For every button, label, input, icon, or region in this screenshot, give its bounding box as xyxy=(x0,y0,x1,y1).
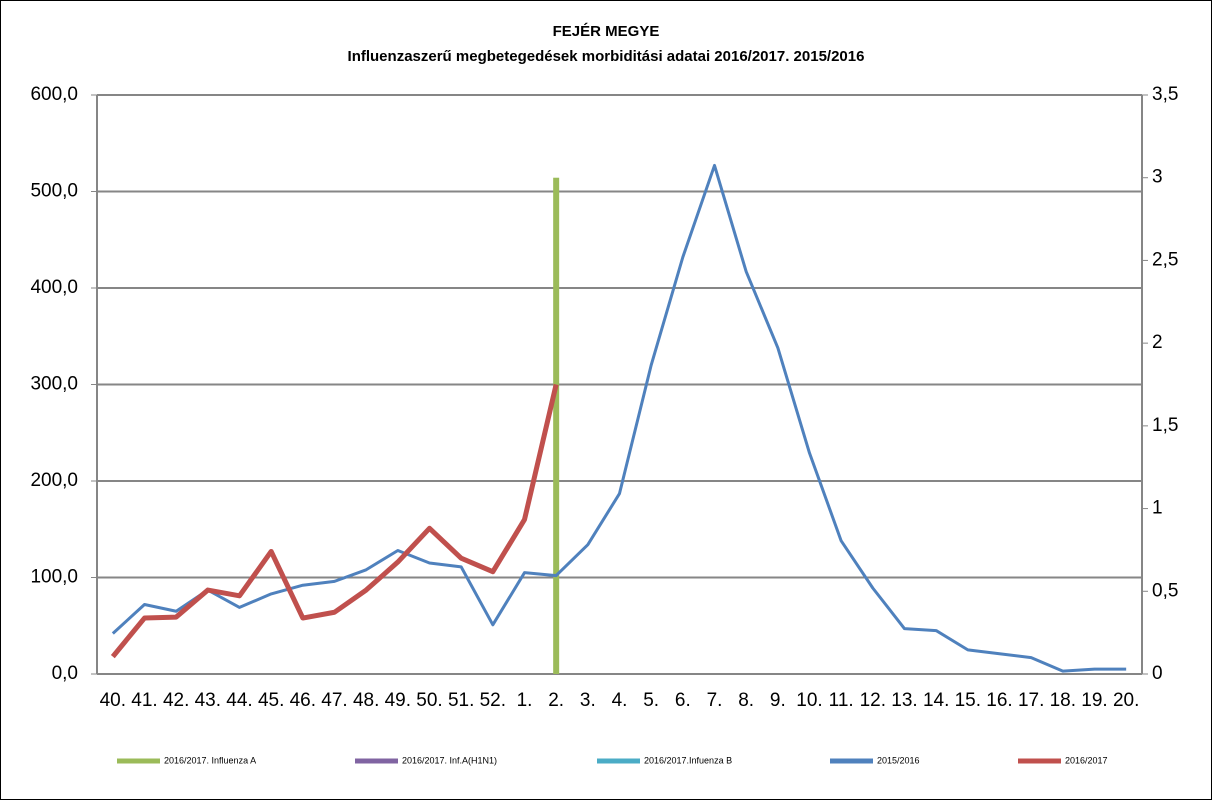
x-tick-label: 48. xyxy=(353,690,379,711)
x-tick-label: 10. xyxy=(796,690,822,711)
x-tick-label: 18. xyxy=(1050,690,1076,711)
x-tick-label: 11. xyxy=(829,690,854,711)
x-tick-label: 1. xyxy=(517,690,533,711)
x-tick-label: 12. xyxy=(860,690,886,711)
x-tick-label: 19. xyxy=(1081,690,1107,711)
x-tick-label: 8. xyxy=(738,690,754,711)
x-tick-label: 6. xyxy=(675,690,691,711)
y2-tick-label: 3,5 xyxy=(1152,84,1178,105)
x-tick-label: 43. xyxy=(195,690,221,711)
x-tick-label: 40. xyxy=(100,690,126,711)
y2-tick-label: 2 xyxy=(1152,332,1163,353)
y2-tick-label: 1,5 xyxy=(1152,415,1178,436)
x-tick-label: 49. xyxy=(385,690,411,711)
x-tick-label: 51. xyxy=(448,690,474,711)
x-tick-label: 47. xyxy=(321,690,347,711)
y-tick-label: 400,0 xyxy=(30,277,78,298)
x-tick-label: 16. xyxy=(986,690,1012,711)
chart-title: FEJÉR MEGYE xyxy=(553,23,660,40)
x-tick-label: 41. xyxy=(131,690,157,711)
y-tick-label: 500,0 xyxy=(30,181,78,202)
y-tick-label: 300,0 xyxy=(30,374,78,395)
x-tick-label: 3. xyxy=(580,690,596,711)
y-tick-label: 200,0 xyxy=(30,470,78,491)
x-tick-label: 9. xyxy=(770,690,786,711)
y-tick-label: 600,0 xyxy=(30,84,78,105)
x-tick-label: 46. xyxy=(290,690,316,711)
x-tick-label: 14. xyxy=(923,690,949,711)
legend-label: 2016/2017. Inf.A(H1N1) xyxy=(402,755,497,765)
x-tick-label: 7. xyxy=(707,690,723,711)
x-tick-label: 44. xyxy=(226,690,252,711)
x-tick-label: 5. xyxy=(643,690,659,711)
x-tick-label: 13. xyxy=(891,690,917,711)
legend-label: 2016/2017.Infuenza B xyxy=(644,755,732,765)
y2-tick-label: 3 xyxy=(1152,167,1163,188)
y2-tick-label: 0 xyxy=(1152,663,1163,684)
y2-tick-label: 2,5 xyxy=(1152,249,1178,270)
y2-tick-label: 1 xyxy=(1152,498,1163,519)
x-tick-label: 2. xyxy=(548,690,564,711)
y-tick-label: 100,0 xyxy=(30,567,78,588)
y-tick-label: 0,0 xyxy=(52,663,78,684)
x-tick-label: 17. xyxy=(1018,690,1044,711)
x-tick-label: 42. xyxy=(163,690,189,711)
line xyxy=(111,163,1127,673)
x-tick-label: 45. xyxy=(258,690,284,711)
x-tick-label: 20. xyxy=(1113,690,1139,711)
x-tick-label: 15. xyxy=(955,690,981,711)
x-tick-label: 52. xyxy=(480,690,506,711)
legend-label: 2016/2017. Influenza A xyxy=(164,755,256,765)
y2-tick-label: 0,5 xyxy=(1152,580,1178,601)
x-tick-label: 4. xyxy=(612,690,628,711)
legend-label: 2016/2017 xyxy=(1065,755,1108,765)
line xyxy=(110,383,559,659)
chart-subtitle: Influenzaszerű megbetegedések morbiditás… xyxy=(348,48,865,65)
legend-label: 2015/2016 xyxy=(877,755,920,765)
x-tick-label: 50. xyxy=(416,690,442,711)
bar xyxy=(553,177,560,674)
